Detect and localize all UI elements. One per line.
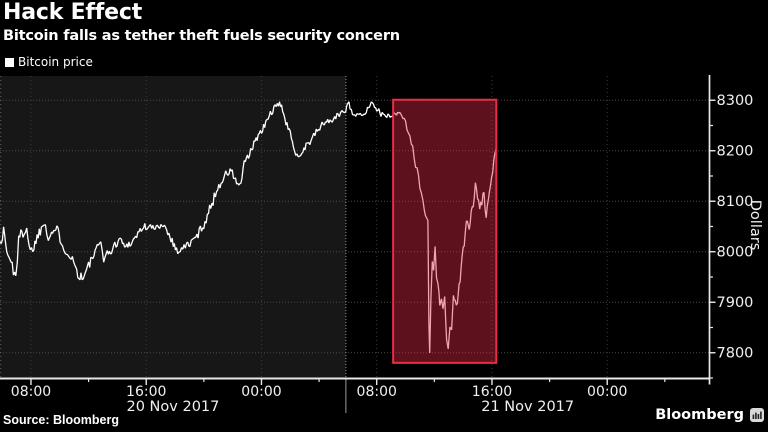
x-tick-label: 16:00 — [472, 384, 512, 400]
bloomberg-brand: Bloomberg — [655, 407, 764, 423]
bloomberg-terminal-bars-icon — [750, 408, 764, 422]
day-band — [0, 76, 346, 379]
page-title: Hack Effect — [3, 0, 143, 25]
highlight-box — [392, 98, 498, 364]
y-tick-label: 8100 — [717, 194, 754, 210]
x-tick-label: 00:00 — [241, 384, 281, 400]
legend-swatch-icon — [5, 57, 14, 67]
y-tick-label: 7800 — [717, 346, 754, 362]
y-tick-label: 7900 — [717, 295, 754, 311]
x-tick-label: 16:00 — [126, 384, 166, 400]
date-label: 21 Nov 2017 — [481, 399, 574, 415]
y-tick-label: 8000 — [717, 245, 754, 261]
legend-label: Bitcoin price — [18, 55, 93, 69]
y-tick-label: 8300 — [717, 93, 754, 109]
x-tick-label: 08:00 — [11, 384, 51, 400]
bitcoin-price-line — [0, 101, 497, 354]
source-credit: Source: Bloomberg — [3, 413, 119, 427]
date-label: 20 Nov 2017 — [127, 399, 220, 415]
x-tick-label: 08:00 — [357, 384, 397, 400]
y-axis-title: Dollars — [747, 200, 763, 251]
bloomberg-wordmark: Bloomberg — [655, 407, 744, 423]
x-tick-label: 00:00 — [587, 384, 627, 400]
y-tick-label: 8200 — [717, 144, 754, 160]
page-subtitle: Bitcoin falls as tether theft fuels secu… — [3, 28, 400, 44]
legend: Bitcoin price — [5, 55, 93, 69]
